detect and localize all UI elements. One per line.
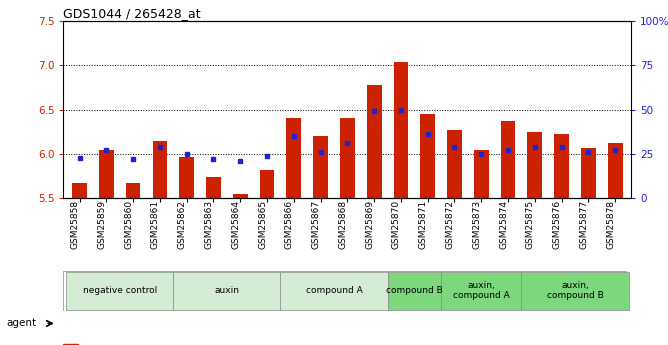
Text: GSM25858: GSM25858 (71, 200, 79, 249)
Bar (313, 136, 328, 198)
FancyBboxPatch shape (66, 272, 173, 310)
Bar (447, 130, 462, 198)
Bar (420, 114, 435, 198)
Bar (126, 183, 140, 198)
Text: negative control: negative control (83, 286, 157, 295)
Bar (501, 121, 516, 198)
Bar (179, 157, 194, 198)
Text: GSM25862: GSM25862 (178, 200, 186, 249)
Bar (287, 118, 301, 198)
Bar (260, 170, 275, 198)
Bar (99, 150, 114, 198)
Text: GSM25864: GSM25864 (231, 200, 240, 249)
Bar (528, 132, 542, 198)
Text: GSM25876: GSM25876 (552, 200, 562, 249)
FancyBboxPatch shape (173, 272, 281, 310)
Text: compound A: compound A (305, 286, 362, 295)
FancyBboxPatch shape (281, 272, 387, 310)
Bar (233, 194, 248, 198)
Text: GSM25868: GSM25868 (339, 200, 347, 249)
Text: auxin,
compound B: auxin, compound B (546, 281, 603, 300)
Text: GSM25860: GSM25860 (124, 200, 133, 249)
Text: GSM25870: GSM25870 (392, 200, 401, 249)
Text: GSM25871: GSM25871 (419, 200, 428, 249)
Text: GSM25865: GSM25865 (258, 200, 267, 249)
Text: GSM25878: GSM25878 (606, 200, 615, 249)
Bar (608, 143, 623, 198)
Bar (72, 183, 87, 198)
Text: GDS1044 / 265428_at: GDS1044 / 265428_at (63, 7, 201, 20)
Text: auxin,
compound A: auxin, compound A (453, 281, 510, 300)
Bar (63, 344, 77, 345)
Bar (393, 61, 408, 198)
Text: GSM25877: GSM25877 (579, 200, 589, 249)
Text: auxin: auxin (214, 286, 239, 295)
Text: GSM25863: GSM25863 (204, 200, 214, 249)
Text: GSM25872: GSM25872 (446, 200, 454, 249)
Text: GSM25875: GSM25875 (526, 200, 535, 249)
Text: GSM25861: GSM25861 (151, 200, 160, 249)
Bar (340, 118, 355, 198)
Text: GSM25869: GSM25869 (365, 200, 374, 249)
FancyBboxPatch shape (387, 272, 441, 310)
FancyBboxPatch shape (63, 271, 626, 310)
Bar (554, 134, 569, 198)
FancyBboxPatch shape (441, 272, 522, 310)
Text: GSM25867: GSM25867 (311, 200, 321, 249)
Bar (206, 177, 221, 198)
FancyBboxPatch shape (522, 272, 629, 310)
Text: GSM25866: GSM25866 (285, 200, 294, 249)
Text: agent: agent (7, 318, 37, 328)
Bar (581, 148, 596, 198)
Text: GSM25873: GSM25873 (472, 200, 481, 249)
Text: GSM25874: GSM25874 (499, 200, 508, 249)
Bar (474, 150, 488, 198)
Text: compound B: compound B (386, 286, 443, 295)
Bar (152, 141, 167, 198)
Bar (367, 85, 381, 198)
Text: GSM25859: GSM25859 (98, 200, 106, 249)
